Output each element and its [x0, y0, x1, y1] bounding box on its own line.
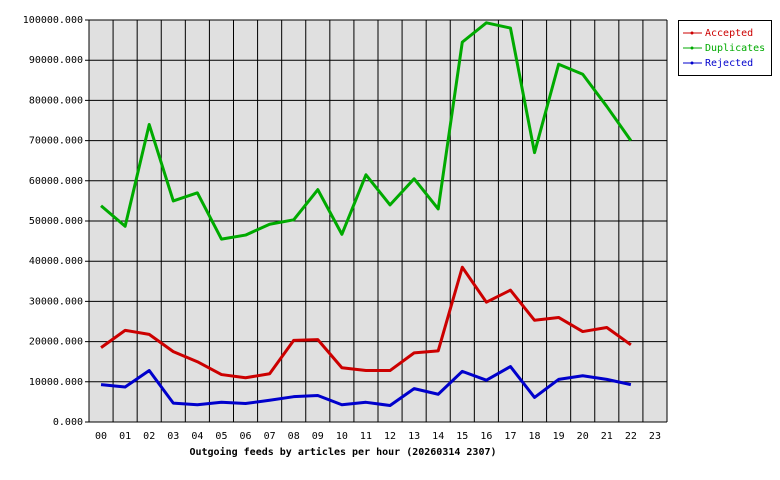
x-tick-label: 21 [601, 431, 613, 442]
x-tick-label: 20 [577, 431, 589, 442]
x-tick-label: 15 [456, 431, 468, 442]
x-tick-label: 17 [504, 431, 516, 442]
y-tick-label: 90000.000 [29, 55, 83, 66]
series-line [100, 265, 632, 380]
y-tick-label: 30000.000 [29, 296, 83, 307]
x-tick-label: 09 [312, 431, 324, 442]
y-tick-label: 10000.000 [29, 377, 83, 388]
y-tick-label: 100000.000 [23, 15, 83, 26]
series-line [100, 21, 633, 241]
series-line [100, 365, 632, 408]
x-tick-label: 14 [432, 431, 444, 442]
x-tick-label: 13 [408, 431, 420, 442]
y-tick-label: 20000.000 [29, 337, 83, 348]
x-tick-label: 19 [553, 431, 565, 442]
x-tick-label: 00 [95, 431, 107, 442]
y-tick-label: 40000.000 [29, 256, 83, 267]
legend-marker [690, 46, 694, 50]
x-tick-label: 08 [288, 431, 300, 442]
y-tick-label: 70000.000 [29, 136, 83, 147]
y-tick-label: 0.000 [53, 417, 83, 428]
x-tick-label: 16 [480, 431, 492, 442]
x-tick-label: 02 [143, 431, 155, 442]
y-tick-label: 80000.000 [29, 95, 83, 106]
x-tick-label: 07 [264, 431, 276, 442]
x-tick-label: 06 [240, 431, 252, 442]
y-tick-label: 50000.000 [29, 216, 83, 227]
legend-label: Rejected [705, 58, 753, 69]
legend-marker [690, 61, 694, 65]
x-tick-label: 12 [384, 431, 396, 442]
legend-marker [690, 31, 694, 35]
legend-label: Duplicates [705, 43, 765, 54]
x-tick-label: 03 [167, 431, 179, 442]
x-tick-label: 10 [336, 431, 348, 442]
x-axis-label: Outgoing feeds by articles per hour (202… [189, 446, 496, 458]
x-tick-label: 11 [360, 431, 372, 442]
x-tick-label: 22 [625, 431, 637, 442]
legend-label: Accepted [705, 28, 753, 39]
x-tick-label: 01 [119, 431, 131, 442]
x-tick-label: 05 [215, 431, 227, 442]
x-tick-label: 04 [191, 431, 203, 442]
x-tick-label: 18 [529, 431, 541, 442]
y-tick-label: 60000.000 [29, 176, 83, 187]
x-tick-label: 23 [649, 431, 661, 442]
